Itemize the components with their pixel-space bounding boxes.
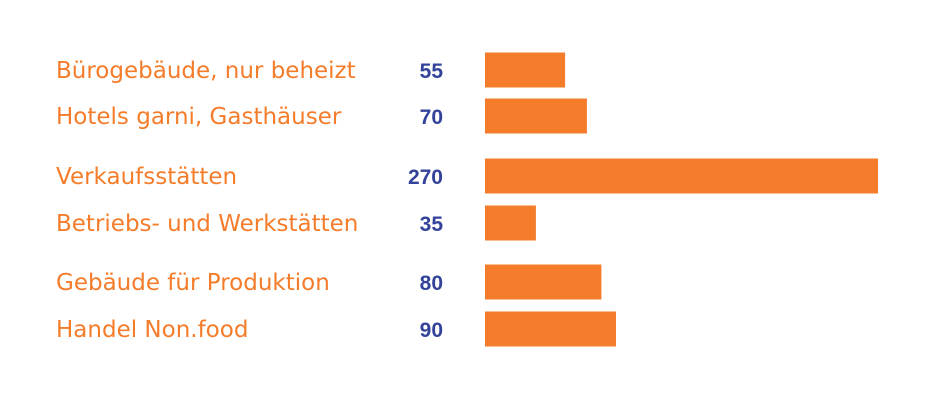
value-label: 70 (420, 106, 443, 129)
bar (485, 158, 878, 194)
bar (485, 98, 587, 134)
category-label: Hotels garni, Gasthäuser (56, 104, 342, 130)
category-label: Bürogebäude, nur beheizt (56, 58, 356, 84)
value-label: 80 (420, 272, 443, 295)
value-label: 270 (408, 166, 443, 189)
chart-rows: Bürogebäude, nur beheizt 55 Hotels garni, … (56, 52, 878, 347)
bar (485, 264, 602, 300)
category-label: Betriebs- und Werkstätten (56, 211, 358, 237)
value-label: 35 (420, 213, 444, 236)
category-label: Gebäude für Produktion (56, 270, 330, 296)
category-label: Handel Non.food (56, 317, 248, 343)
value-label: 55 (420, 60, 444, 83)
category-label: Verkaufsstätten (56, 164, 237, 190)
bar (485, 52, 566, 88)
bar (485, 311, 616, 347)
value-label: 90 (420, 319, 443, 342)
bar (485, 205, 536, 241)
